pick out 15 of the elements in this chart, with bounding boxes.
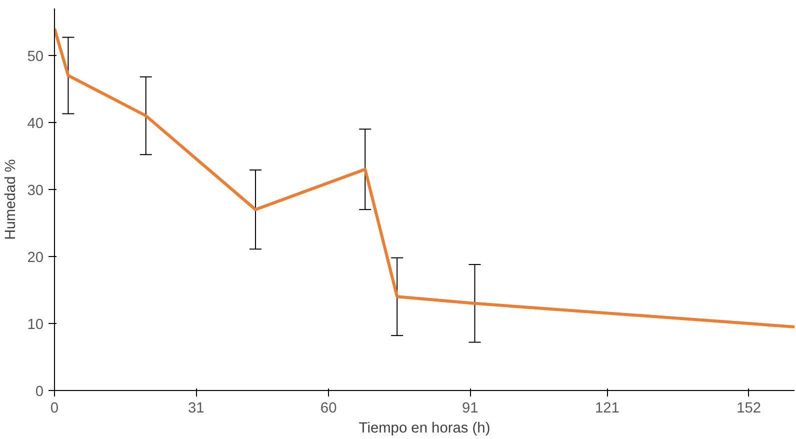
x-tick-label: 91 xyxy=(462,400,478,416)
x-tick-label: 121 xyxy=(594,400,620,416)
x-tick-label: 31 xyxy=(188,400,204,416)
y-tick-label: 40 xyxy=(27,116,44,132)
y-tick-label: 30 xyxy=(27,182,44,199)
y-tick-label: 50 xyxy=(27,48,44,65)
y-tick-label: 10 xyxy=(27,316,44,333)
line-series xyxy=(54,27,794,328)
x-axis-title: Tiempo en horas (h) xyxy=(358,420,490,436)
x-tick-label: 60 xyxy=(320,400,337,416)
y-tick-label: 0 xyxy=(35,384,44,400)
y-tick-label: 20 xyxy=(27,250,44,266)
x-tick-label: 152 xyxy=(736,400,762,416)
x-tick-label: 0 xyxy=(50,400,59,416)
y-axis-title: Humedad % xyxy=(3,159,20,240)
